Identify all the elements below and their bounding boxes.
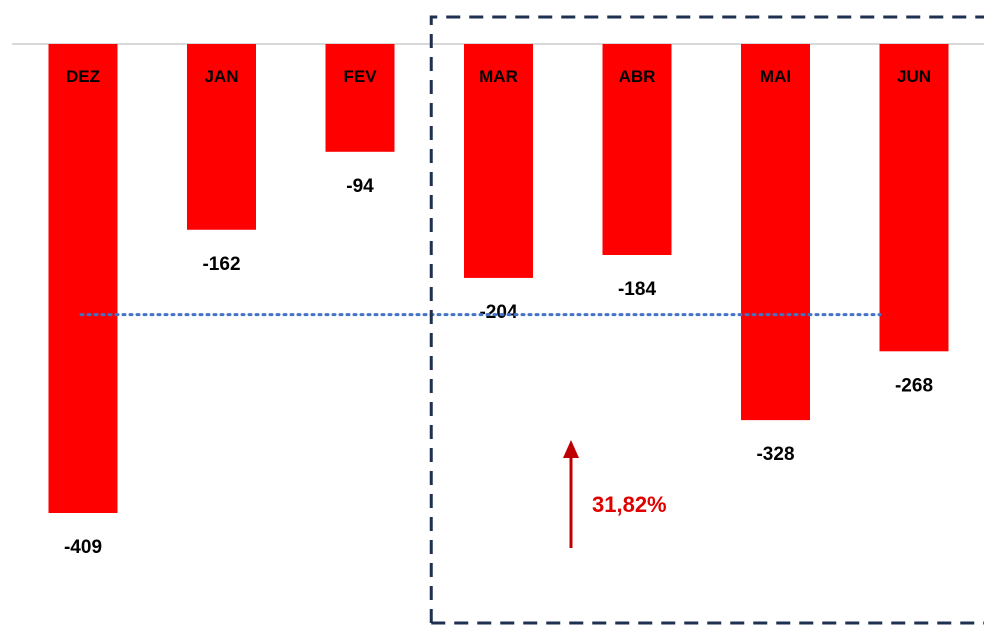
category-label-mar: MAR (479, 67, 518, 86)
value-label-fev: -94 (346, 176, 374, 197)
labels-layer: DEZ -409 JAN -162 FEV -94 MAR -204 ABR -184 MAI -32… (64, 67, 933, 558)
category-label-dez: DEZ (66, 67, 100, 86)
category-label-jun: JUN (897, 67, 931, 86)
bars-layer (48, 44, 949, 513)
value-label-mar: -204 (479, 302, 517, 323)
bar-fev (325, 44, 395, 152)
value-label-abr: -184 (618, 279, 656, 300)
bar-jun (879, 44, 949, 352)
bar-dez (48, 44, 118, 513)
bar-abr (602, 44, 672, 255)
category-label-abr: ABR (619, 67, 656, 86)
bar-mai (741, 44, 810, 421)
bar-jan (187, 44, 256, 230)
bar-mar (464, 44, 533, 278)
highlight-dashed-box (429, 15, 984, 625)
value-label-jan: -162 (202, 254, 240, 275)
increase-arrow-head (563, 440, 579, 458)
percent-change-label: 31,82% (592, 492, 667, 517)
category-label-mai: MAI (760, 67, 791, 86)
category-label-jan: JAN (204, 67, 238, 86)
value-label-dez: -409 (64, 537, 102, 558)
category-label-fev: FEV (343, 67, 377, 86)
value-label-jun: -268 (895, 375, 933, 396)
value-label-mai: -328 (756, 444, 794, 465)
